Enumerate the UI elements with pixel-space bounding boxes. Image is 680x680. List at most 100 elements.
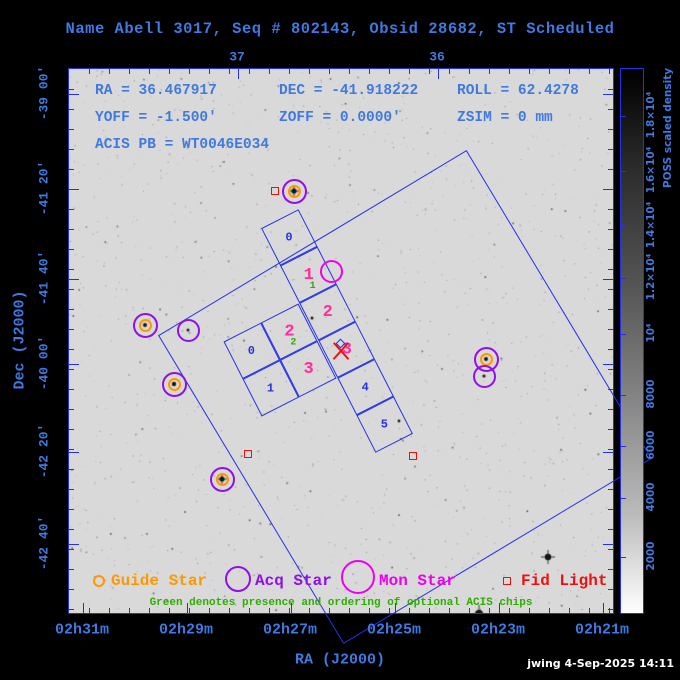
axis-tick — [69, 269, 74, 270]
mon-star-marker — [319, 259, 343, 283]
chip-label: 2 — [322, 302, 333, 322]
axis-tick — [69, 544, 79, 545]
colorbar-tick-label: 1.4×10⁴ — [645, 201, 657, 249]
axis-tick — [69, 129, 74, 130]
acq-star-marker — [209, 466, 235, 492]
colorbar-tick-label: 8000 — [645, 379, 657, 409]
guide-star-legend-icon — [93, 575, 105, 587]
chip-label: 0 — [285, 230, 293, 245]
guide-star-marker — [138, 318, 152, 332]
axis-tick — [229, 608, 230, 613]
axis-tick — [129, 608, 130, 613]
axis-tick — [369, 69, 370, 74]
chip-label: 0 — [248, 343, 256, 358]
axis-tick — [608, 549, 613, 550]
page-title: Name Abell 3017, Seq # 802143, Obsid 286… — [65, 20, 615, 38]
axis-tick — [489, 608, 490, 613]
axis-tick — [189, 69, 190, 74]
axis-tick — [69, 94, 79, 95]
chip-label: 3 — [303, 359, 314, 379]
mon-star-legend-icon — [341, 560, 375, 594]
axis-tick — [608, 309, 613, 310]
axis-tick — [409, 69, 410, 74]
axis-tick — [608, 569, 613, 570]
axis-tick — [269, 608, 270, 613]
axis-tick — [603, 279, 613, 280]
top-tick-label: 37 — [229, 49, 245, 65]
axis-tick — [429, 608, 430, 613]
axis-tick — [469, 69, 470, 74]
axis-tick — [608, 209, 613, 210]
fid-light-legend-label: Fid Light — [521, 572, 608, 590]
zoff-value: ZOFF = 0.0000' — [279, 110, 401, 126]
axis-tick — [603, 452, 613, 453]
axis-tick — [608, 129, 613, 130]
acq-star-legend-icon — [225, 566, 251, 592]
axis-tick — [69, 569, 74, 570]
chip-label: 1 — [267, 381, 275, 396]
fid-light-marker — [409, 452, 417, 460]
x-tick-label: 02h27m — [262, 621, 318, 639]
acis-pb-value: ACIS PB = WT0046E034 — [95, 137, 270, 153]
axis-tick — [69, 469, 74, 470]
guide-star-marker — [479, 352, 493, 366]
axis-tick — [608, 249, 613, 250]
axis-tick — [608, 389, 613, 390]
axis-tick — [609, 608, 610, 613]
axis-tick — [499, 603, 500, 613]
axis-tick — [608, 489, 613, 490]
axis-tick — [438, 69, 439, 79]
optional-chip-order-label: 2 — [290, 337, 297, 349]
axis-tick — [109, 69, 110, 74]
axis-tick — [289, 69, 290, 74]
axis-tick — [149, 69, 150, 74]
axis-tick — [509, 69, 510, 74]
colorbar-tick-label: 4000 — [645, 482, 657, 512]
colorbar-tick — [621, 557, 626, 558]
axis-tick — [329, 69, 330, 74]
axis-tick — [69, 589, 74, 590]
axis-tick — [608, 589, 613, 590]
axis-tick — [69, 364, 79, 365]
axis-tick — [209, 69, 210, 74]
guide-star-legend-label: Guide Star — [111, 572, 208, 590]
acq-star-marker — [281, 178, 307, 204]
axis-tick — [69, 349, 74, 350]
axis-tick — [603, 94, 613, 95]
fid-light-marker — [271, 187, 279, 195]
mon-star-legend-label: Mon Star — [379, 572, 456, 590]
axis-tick — [489, 69, 490, 74]
colorbar-tick-label: 1.8×10⁴ — [645, 91, 657, 139]
axis-tick — [603, 189, 613, 190]
colorbar-tick-label: 10⁴ — [645, 323, 657, 343]
axis-tick — [69, 149, 74, 150]
colorbar-tick-label: 1.6×10⁴ — [645, 146, 657, 194]
axis-tick — [529, 608, 530, 613]
acq-star-marker — [472, 364, 496, 388]
axis-tick — [69, 279, 79, 280]
axis-tick — [529, 69, 530, 74]
axis-tick — [83, 603, 84, 613]
axis-tick — [608, 269, 613, 270]
colorbar-tick — [621, 226, 626, 227]
acq-star-marker — [161, 371, 187, 397]
colorbar-tick — [621, 171, 626, 172]
guide-star-marker — [215, 472, 229, 486]
axis-tick — [69, 209, 74, 210]
colorbar-title: POSS scaled density — [662, 67, 674, 189]
axis-tick — [603, 544, 613, 545]
axis-tick — [269, 69, 270, 74]
axis-tick — [569, 69, 570, 74]
axis-tick — [69, 229, 74, 230]
axis-tick — [89, 608, 90, 613]
axis-tick — [589, 608, 590, 613]
colorbar-tick — [621, 395, 626, 396]
x-tick-label: 02h25m — [366, 621, 422, 639]
colorbar-tick-label: 6000 — [645, 430, 657, 460]
axis-tick — [69, 429, 74, 430]
axis-tick — [603, 364, 613, 365]
x-axis-title: RA (J2000) — [294, 651, 386, 669]
axis-tick — [349, 69, 350, 74]
